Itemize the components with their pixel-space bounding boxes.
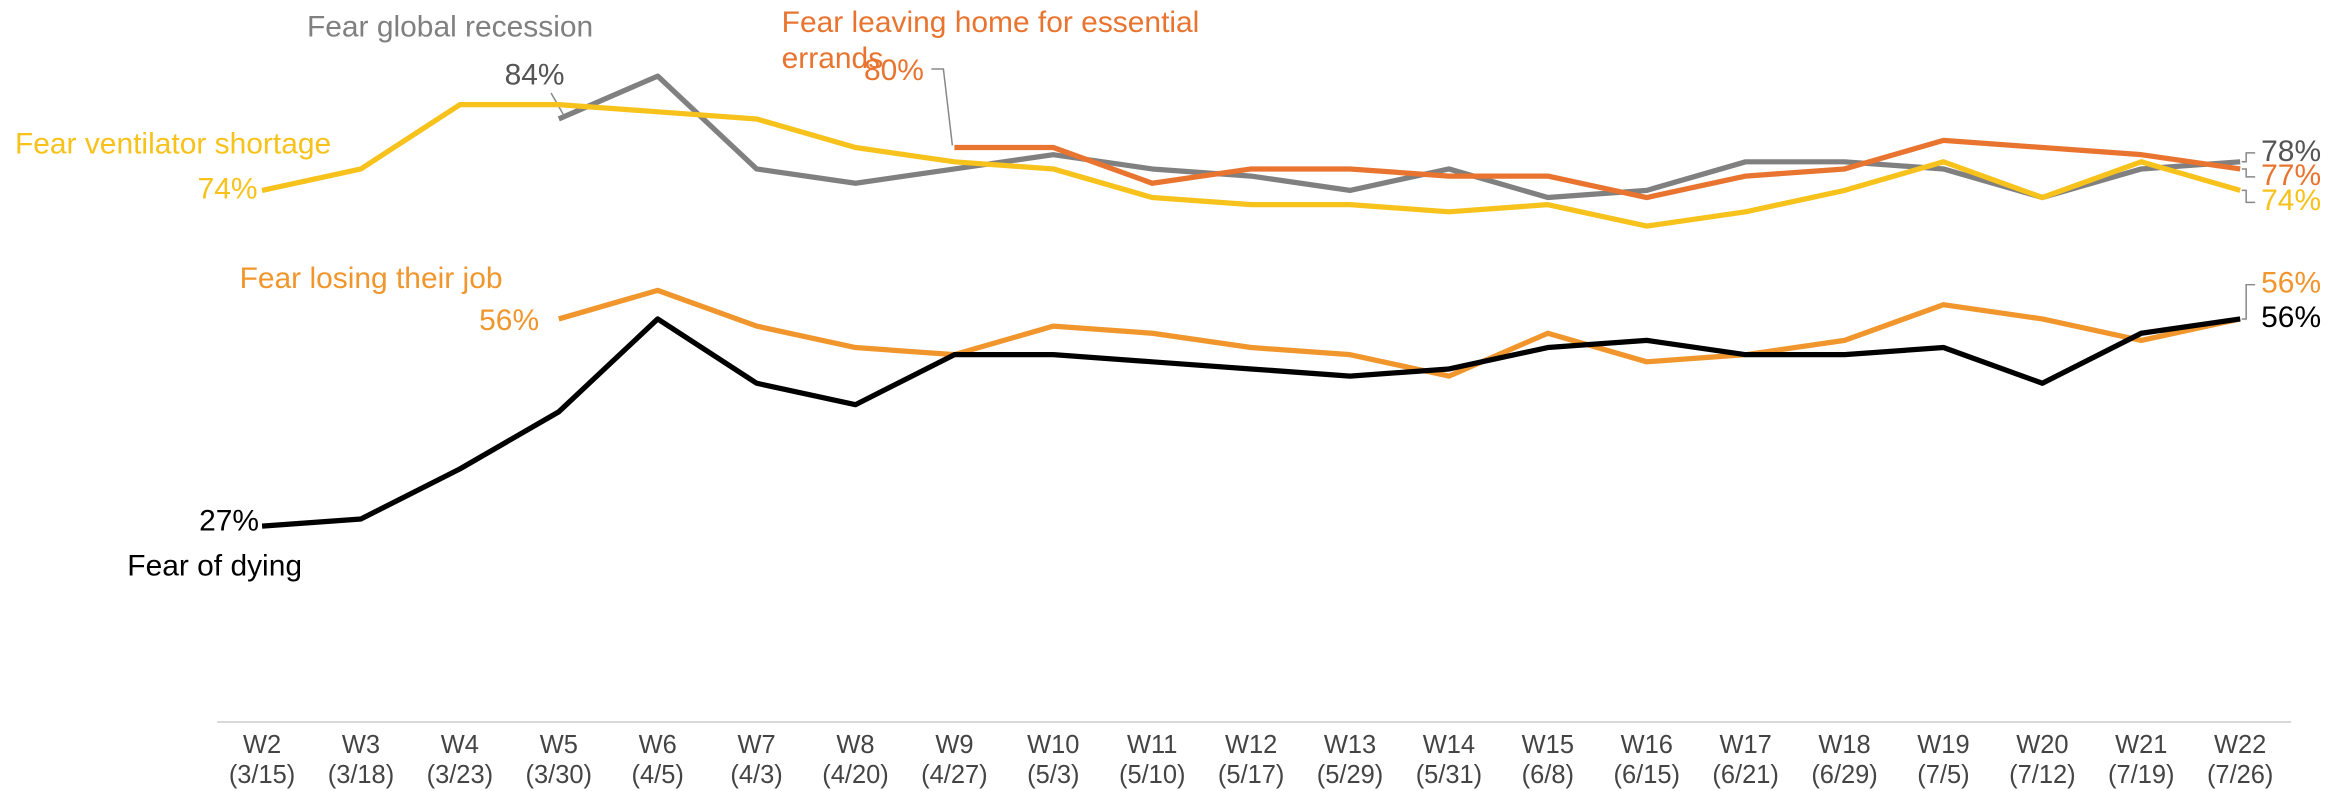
x-tick-label: W11 (5/10) bbox=[1119, 731, 1185, 789]
value-label: 56% bbox=[479, 304, 539, 337]
x-tick-label: W17 (6/21) bbox=[1712, 731, 1778, 789]
series-line bbox=[261, 316, 2241, 529]
leader-line bbox=[2241, 283, 2256, 320]
value-label: 56% bbox=[2261, 301, 2321, 334]
x-tick-label: W13 (5/29) bbox=[1317, 731, 1383, 789]
x-tick-label: W14 (5/31) bbox=[1416, 731, 1482, 789]
x-tick-label: W21 (7/19) bbox=[2108, 731, 2174, 789]
series-line bbox=[261, 102, 2241, 229]
x-tick-label: W5 (3/30) bbox=[526, 731, 592, 789]
leader-line bbox=[931, 68, 954, 146]
x-tick-label: W7 (4/3) bbox=[730, 731, 782, 789]
value-label: 56% bbox=[2261, 267, 2321, 300]
series-name: Fear of dying bbox=[127, 550, 302, 583]
value-label: 80% bbox=[864, 54, 924, 87]
series-name: Fear global recession bbox=[307, 11, 593, 44]
x-tick-label: W19 (7/5) bbox=[1917, 731, 1969, 789]
x-tick-label: W3 (3/18) bbox=[328, 731, 394, 789]
value-label: 74% bbox=[198, 172, 258, 205]
x-tick-label: W10 (5/3) bbox=[1027, 731, 1079, 789]
leader-line bbox=[2241, 189, 2256, 204]
x-tick-label: W8 (4/20) bbox=[822, 731, 888, 789]
value-label: 78% bbox=[2261, 135, 2321, 168]
series-name: Fear losing their job bbox=[240, 262, 503, 295]
x-tick-label: W4 (3/23) bbox=[427, 731, 493, 789]
series-name: Fear ventilator shortage bbox=[15, 127, 331, 160]
value-label: 27% bbox=[199, 505, 259, 538]
value-label: 77% bbox=[2261, 159, 2321, 192]
leader-line bbox=[2241, 168, 2256, 178]
x-tick-label: W15 (6/8) bbox=[1522, 731, 1574, 789]
x-tick-label: W16 (6/15) bbox=[1614, 731, 1680, 789]
x-tick-label: W12 (5/17) bbox=[1218, 731, 1284, 789]
x-tick-label: W20 (7/12) bbox=[2009, 731, 2075, 789]
series-name: Fear leaving home for essential errands bbox=[782, 6, 1200, 75]
series-line bbox=[954, 137, 2241, 201]
leader-line bbox=[2241, 152, 2256, 163]
x-tick-label: W9 (4/27) bbox=[921, 731, 987, 789]
x-tick-label: W18 (6/29) bbox=[1811, 731, 1877, 789]
value-label: 84% bbox=[505, 58, 565, 91]
series-line bbox=[557, 73, 2241, 201]
x-tick-label: W22 (7/26) bbox=[2207, 731, 2273, 789]
x-tick-label: W2 (3/15) bbox=[229, 731, 295, 789]
x-tick-label: W6 (4/5) bbox=[632, 731, 684, 789]
value-label: 74% bbox=[2261, 184, 2321, 217]
series-line bbox=[558, 287, 2241, 379]
